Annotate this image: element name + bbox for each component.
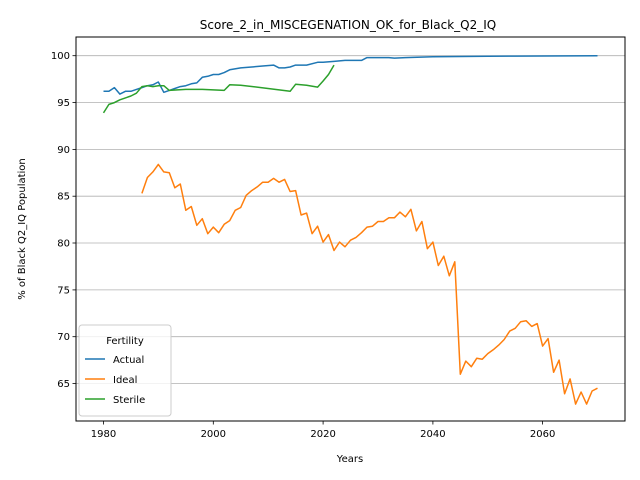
y-tick-label: 95	[57, 98, 70, 109]
y-tick-label: 100	[51, 51, 70, 62]
x-tick-label: 2060	[530, 429, 555, 440]
x-tick-label: 2040	[420, 429, 445, 440]
x-tick-label: 2000	[201, 429, 226, 440]
series-line-ideal	[141, 163, 598, 405]
legend-label-ideal: Ideal	[113, 375, 137, 386]
series-line-sterile	[102, 64, 335, 114]
chart-title: Score_2_in_MISCEGENATION_OK_for_Black_Q2…	[200, 18, 496, 32]
x-tick-label: 2020	[310, 429, 335, 440]
legend-label-sterile: Sterile	[113, 395, 145, 406]
x-tick-label: 1980	[91, 429, 116, 440]
y-tick-label: 65	[57, 379, 70, 390]
plot-frame	[75, 36, 626, 422]
legend-label-actual: Actual	[113, 355, 144, 366]
y-tick-label: 90	[57, 145, 70, 156]
legend: Fertility Actual Ideal Sterile	[78, 324, 172, 417]
y-tick-label: 70	[57, 332, 70, 343]
y-tick-label: 75	[57, 285, 70, 296]
legend-title: Fertility	[106, 336, 144, 347]
y-tick-label: 80	[57, 239, 70, 250]
axis-ticks: 65 70 75 80 85 90 95 100 1980 2000 2020 2040 2060	[51, 51, 555, 440]
y-tick-label: 85	[57, 192, 70, 203]
x-axis-label: Years	[336, 454, 363, 465]
series-lines	[102, 55, 598, 405]
y-axis-label: % of Black Q2_IQ Population	[17, 158, 28, 300]
legend-box	[78, 324, 172, 417]
